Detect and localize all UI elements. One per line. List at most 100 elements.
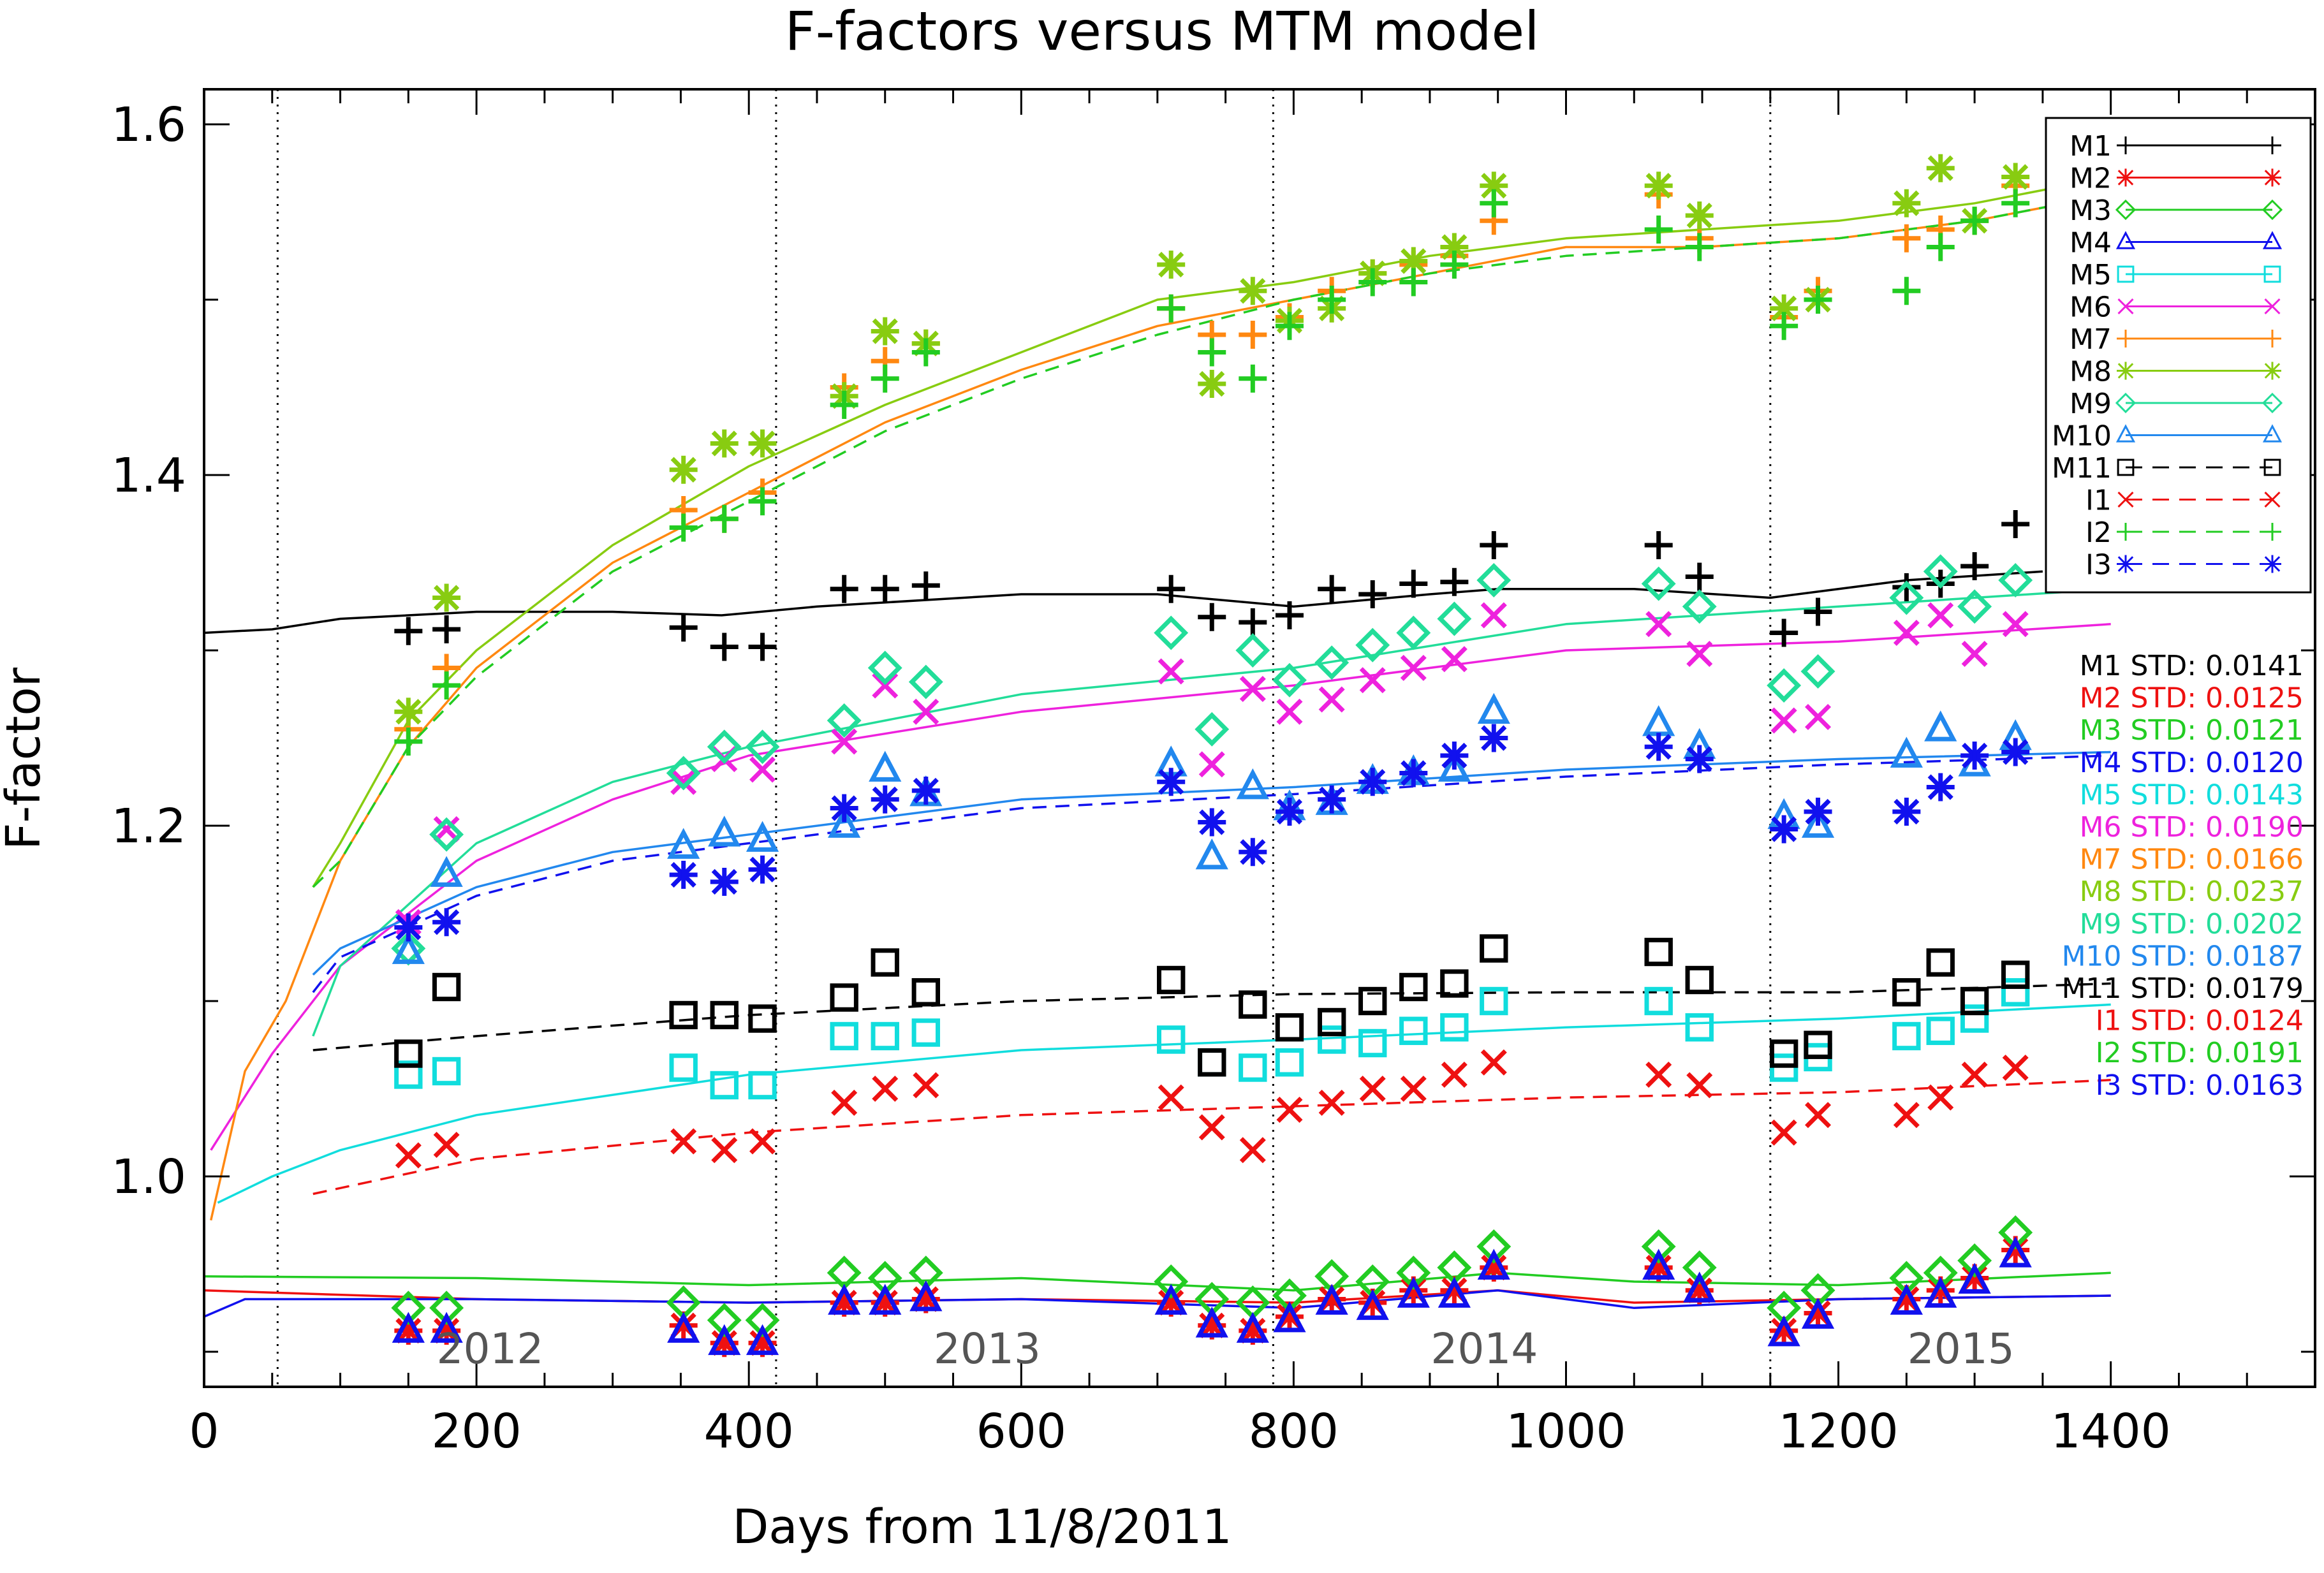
data-point-m4-shape [667, 1312, 700, 1343]
data-point-m10 [392, 933, 425, 964]
data-point-m6-stroke [1645, 611, 1672, 638]
std-label-m11: M11 STD: 0.0179 [2062, 972, 2304, 1005]
data-point-i2 [1239, 364, 1267, 393]
data-point-m3 [1154, 1264, 1189, 1299]
data-point-m4-shape [430, 1312, 463, 1343]
data-point-m11 [1275, 1013, 1304, 1042]
data-point-i1-stroke [1770, 1119, 1797, 1146]
data-point-m3 [1957, 1243, 1992, 1278]
data-point-m6 [749, 756, 776, 783]
data-point-m1 [1685, 562, 1714, 591]
data-point-i3 [871, 785, 899, 814]
data-point-i1 [1158, 1084, 1184, 1111]
model-line-m5 [217, 1003, 2111, 1204]
data-point-m9 [1767, 668, 1802, 703]
data-point-m1 [1892, 573, 1921, 601]
data-point-m9-shape [1957, 589, 1992, 624]
x-tick-label: 400 [704, 1404, 794, 1459]
legend-label: M10 [2052, 420, 2112, 453]
data-point-m4 [708, 1324, 741, 1356]
data-point-i3 [1804, 798, 1832, 826]
data-point-m9-shape [1437, 601, 1472, 636]
data-point-i1-stroke [1961, 1061, 1988, 1088]
data-point-i1 [1198, 1114, 1225, 1141]
data-point-i1-stroke [1276, 1096, 1303, 1123]
data-point-m5-shape [669, 1053, 698, 1082]
data-point-m9-shape [1800, 654, 1835, 689]
data-point-i2 [2001, 189, 2030, 217]
data-point-m4 [1477, 1248, 1510, 1280]
data-point-m11 [710, 1000, 739, 1030]
legend-marker-end [2263, 330, 2281, 348]
data-point-m11-shape [1440, 969, 1469, 998]
data-point-m4-shape [1154, 1284, 1188, 1315]
data-point-i1 [1893, 1102, 1920, 1129]
year-labels: 2012 2013 2014 2015 [436, 1324, 2014, 1373]
data-point-m4-shape [1477, 1248, 1510, 1280]
data-point-m5 [2001, 978, 2030, 1007]
data-point-m9-shape [867, 650, 902, 685]
data-point-m5-shape [911, 1018, 941, 1047]
data-point-m10-shape [828, 807, 861, 838]
data-point-m3 [1923, 1255, 1958, 1291]
data-point-m6 [670, 768, 697, 795]
data-point-m3-shape [745, 1303, 780, 1338]
data-point-m8 [394, 698, 423, 726]
data-point-i1-stroke [1645, 1061, 1672, 1088]
data-point-m10-shape [1890, 736, 1923, 768]
model-line-m11 [313, 982, 2111, 1051]
data-point-i2 [1892, 277, 1921, 305]
data-point-m3-shape [1641, 1229, 1676, 1264]
data-point-m5 [710, 1071, 739, 1100]
data-point-m9 [1437, 601, 1472, 636]
legend-marker-end-shape [2263, 265, 2281, 283]
std-label-m9: M9 STD: 0.0202 [2080, 908, 2304, 940]
data-point-m9-shape [745, 729, 780, 765]
data-point-i1 [1441, 1061, 1467, 1088]
data-point-m6 [1686, 640, 1713, 668]
y-tick-label: 1.2 [111, 799, 186, 854]
data-point-m9 [666, 756, 701, 791]
data-point-m4 [1397, 1277, 1430, 1308]
data-point-m5 [1440, 1013, 1469, 1042]
data-point-m10-shape [1477, 692, 1510, 724]
data-point-m10-shape [1801, 807, 1835, 838]
data-point-i1-stroke [872, 1075, 899, 1102]
data-point-m5-shape [432, 1057, 461, 1086]
data-point-m4 [1642, 1248, 1675, 1280]
data-point-m4 [909, 1280, 943, 1312]
data-point-i1-stroke [433, 1131, 460, 1159]
data-point-i2 [394, 728, 423, 756]
data-point-m6-stroke [749, 756, 776, 783]
data-point-m4-shape [1958, 1262, 1991, 1294]
data-point-m10-shape [1236, 768, 1269, 800]
data-point-m11-shape [1317, 1007, 1346, 1037]
data-point-i1 [1276, 1096, 1303, 1123]
data-point-m3-shape [1998, 1215, 2033, 1250]
data-point-i2 [1358, 268, 1387, 296]
data-point-i3 [1892, 798, 1921, 826]
model-line-i2 [312, 193, 2112, 888]
data-point-m4-shape [1273, 1301, 1306, 1333]
legend-marker-end [2263, 555, 2281, 573]
data-point-i1 [1770, 1119, 1797, 1146]
data-point-i2 [911, 338, 940, 367]
data-point-m10-shape [708, 816, 741, 847]
data-point-m6-stroke [670, 768, 697, 795]
data-point-m6-stroke [1276, 698, 1303, 725]
data-point-m5-shape [1926, 1016, 1955, 1045]
data-point-i1-stroke [831, 1089, 858, 1116]
data-point-m6 [1441, 646, 1467, 673]
data-point-m4-shape [1236, 1312, 1269, 1343]
data-point-m4 [392, 1312, 425, 1343]
data-point-m8 [432, 583, 461, 612]
data-point-i1-stroke [1318, 1089, 1345, 1116]
data-point-m4-shape [869, 1284, 902, 1315]
data-point-i1 [749, 1128, 776, 1155]
data-point-m5-shape [748, 1071, 777, 1100]
data-point-m1 [1358, 580, 1387, 608]
data-point-m11-shape [432, 972, 461, 1002]
data-point-m3-shape [1476, 1229, 1511, 1264]
data-point-m9 [1998, 563, 2033, 597]
data-point-m11-shape [1480, 934, 1508, 963]
